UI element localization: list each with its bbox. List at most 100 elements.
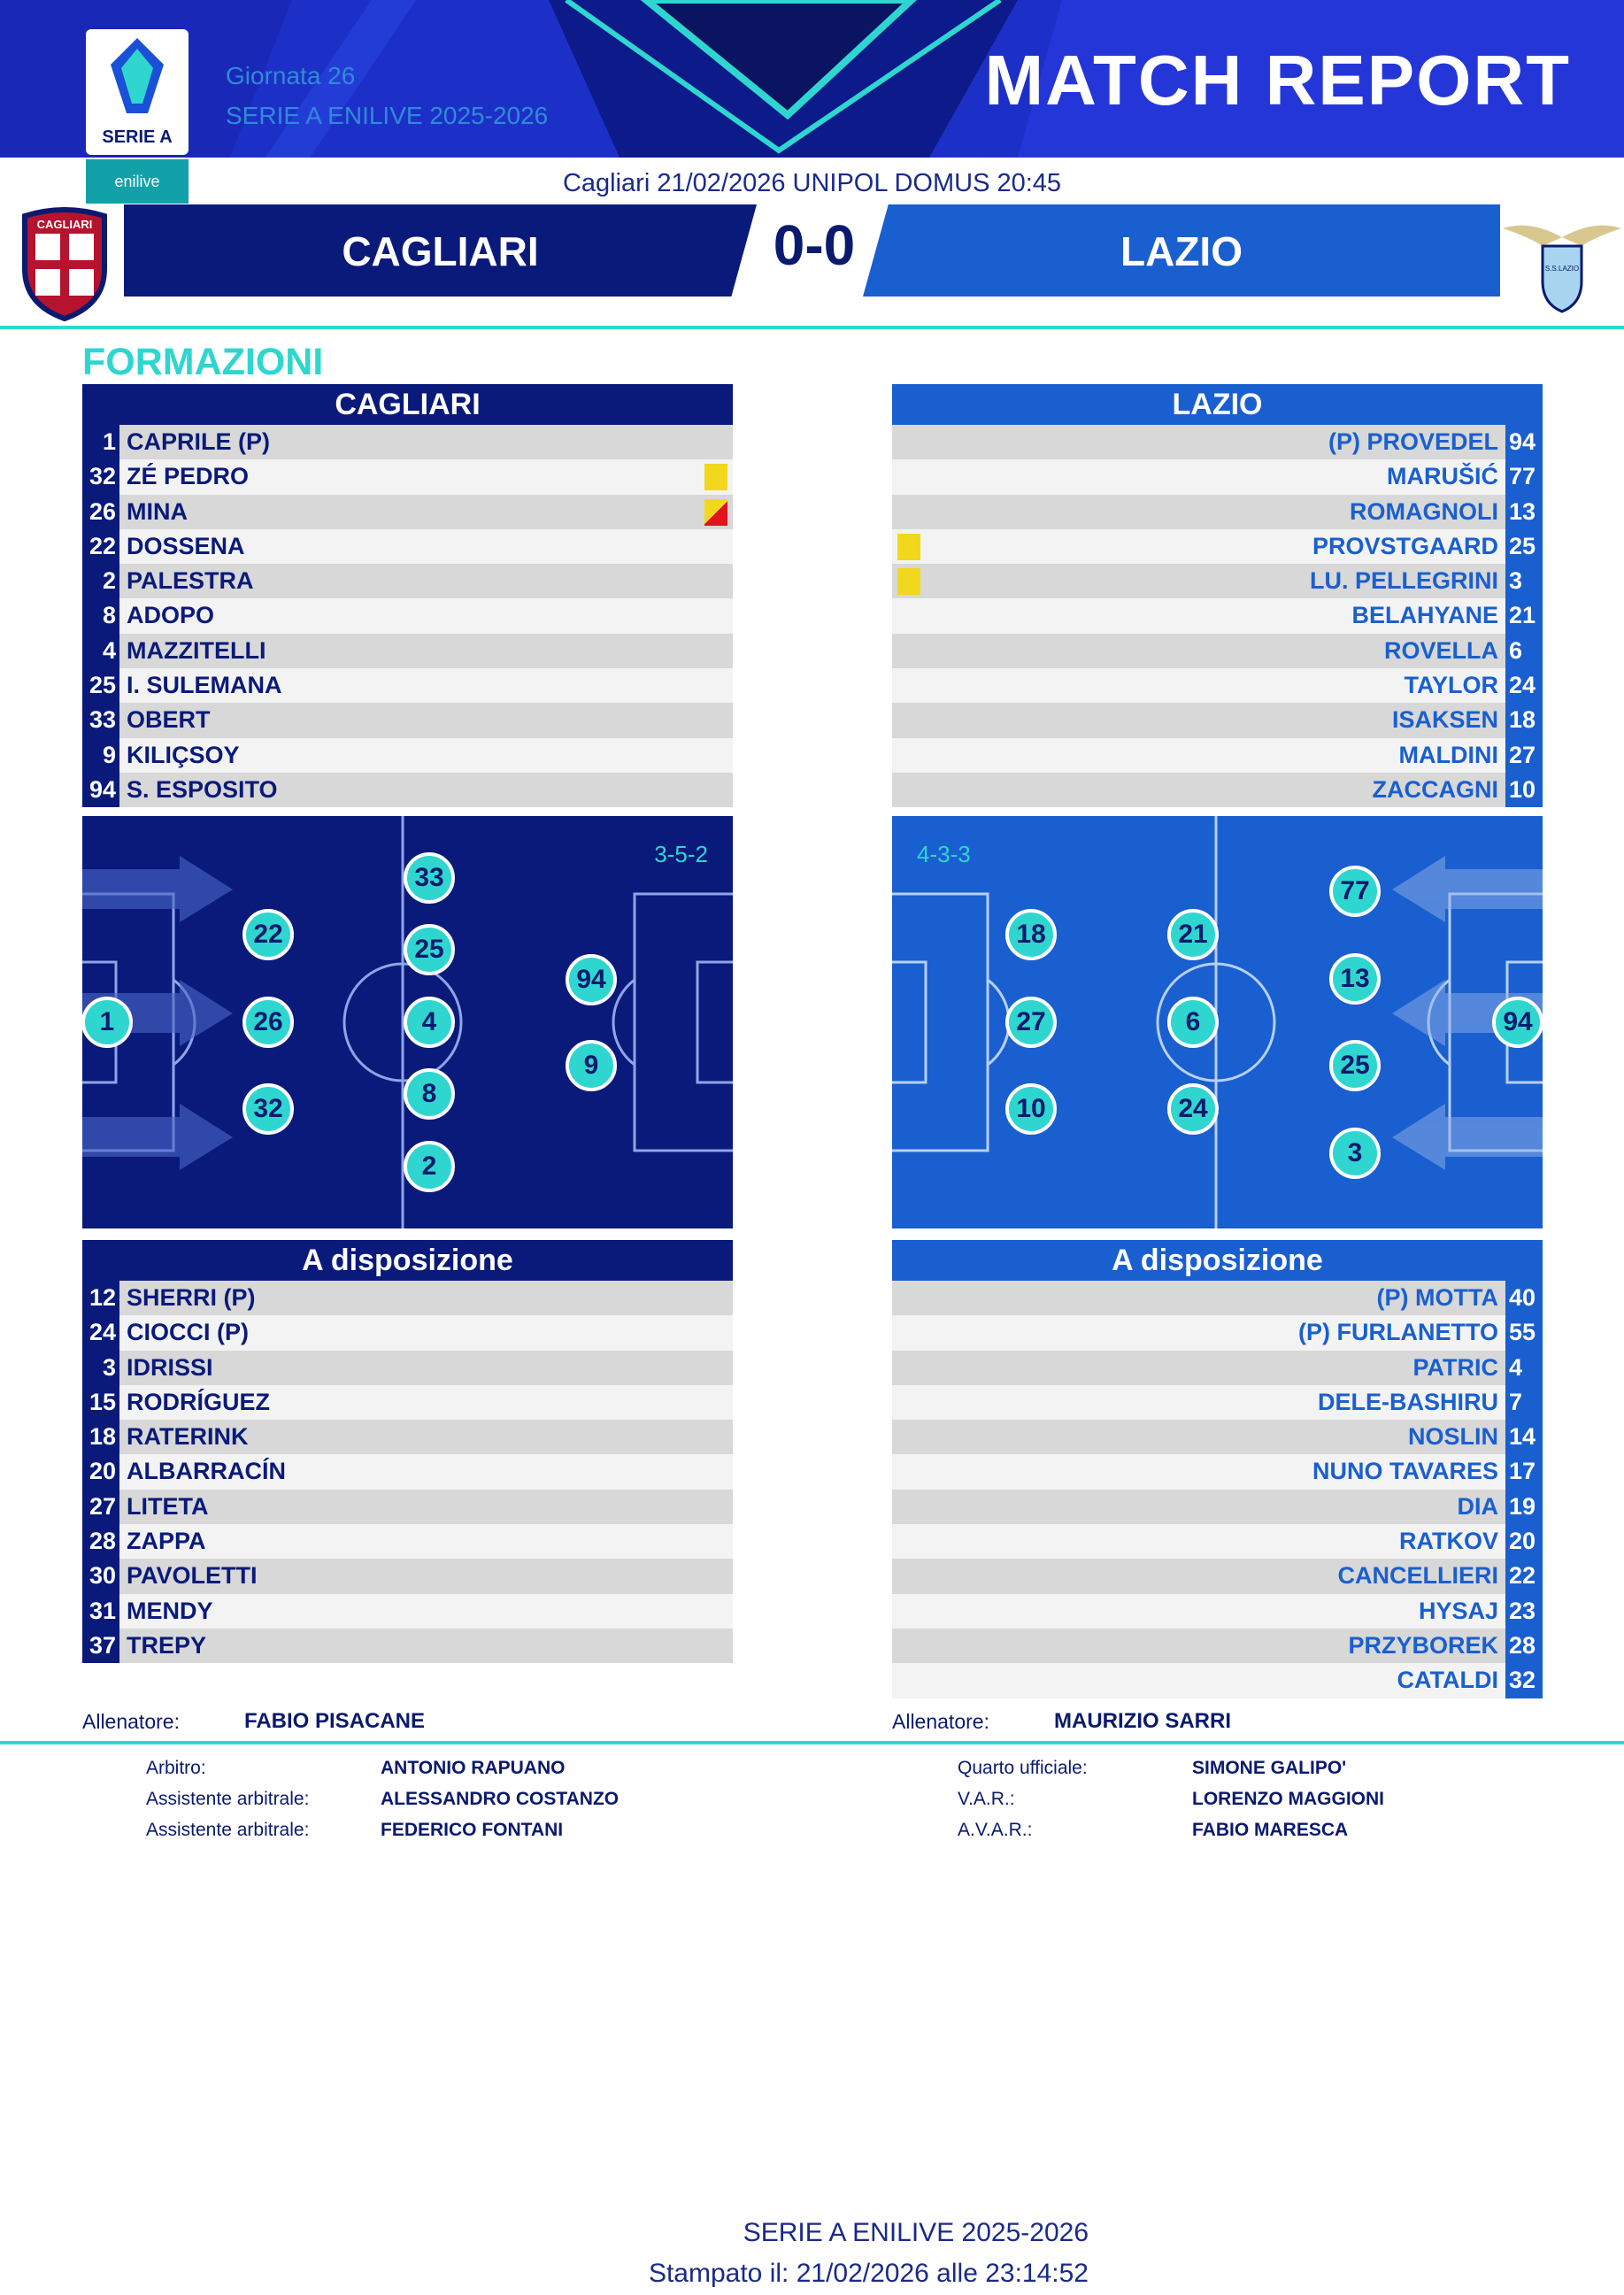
player-number: 25	[1505, 528, 1543, 565]
player-row: 14 NOSLIN	[892, 1420, 1543, 1455]
home-bench-rows: 12 SHERRI (P) 24 CIOCCI (P) 3 IDRISSI 15 RODRÍG…	[82, 1281, 733, 1664]
pitch-player-marker: 3	[1329, 1128, 1381, 1179]
player-number: 12	[82, 1281, 119, 1316]
pitch-player-marker: 9	[566, 1040, 617, 1091]
pitch-player-marker: 94	[1492, 997, 1543, 1048]
player-number: 27	[82, 1489, 119, 1525]
player-name: PAVOLETTI	[127, 1562, 258, 1590]
pitch-player-marker: 10	[1005, 1083, 1057, 1135]
player-number: 55	[1505, 1315, 1543, 1351]
official-name: ALESSANDRO COSTANZO	[381, 1789, 620, 1809]
player-name: CIOCCI (P)	[127, 1319, 249, 1346]
divider	[0, 326, 1624, 329]
home-pitch-lines	[82, 816, 733, 1228]
player-name: CATALDI	[1397, 1667, 1498, 1694]
player-row: 28 PRZYBOREK	[892, 1628, 1543, 1664]
away-bench-header: A disposizione	[892, 1240, 1543, 1281]
player-number: 22	[1505, 1559, 1543, 1594]
player-row: 40 (P) MOTTA	[892, 1281, 1543, 1316]
player-number: 26	[82, 494, 119, 529]
player-name: (P) MOTTA	[1376, 1284, 1498, 1311]
player-name: MENDY	[127, 1597, 213, 1624]
pitch-player-marker: 24	[1167, 1083, 1219, 1135]
player-name: IDRISSI	[127, 1353, 213, 1381]
player-row: 32 ZÉ PEDRO	[82, 459, 733, 495]
player-name: ZACCAGNI	[1372, 775, 1499, 803]
sponsor-label: enilive	[114, 172, 160, 190]
player-number: 18	[1505, 703, 1543, 738]
pitch-player-marker: 6	[1167, 997, 1219, 1048]
player-row: 21 BELAHYANE	[892, 598, 1543, 634]
player-name: LITETA	[127, 1492, 209, 1520]
pitch-player-marker: 4	[404, 997, 455, 1048]
player-row: 24 CIOCCI (P)	[82, 1315, 733, 1351]
away-formation-pitch: 4-3-3 18 27 10 21 6 24 77 13 25 3 94	[892, 816, 1543, 1228]
official-role: Assistente arbitrale:	[146, 1820, 310, 1840]
sponsor-badge: enilive	[86, 159, 189, 204]
match-venue-line: Cagliari 21/02/2026 UNIPOL DOMUS 20:45	[562, 169, 1062, 197]
player-name: RATERINK	[127, 1423, 249, 1451]
player-number: 15	[82, 1384, 119, 1421]
player-number: 24	[82, 1315, 119, 1351]
player-number: 13	[1505, 494, 1543, 529]
player-row: 20 ALBARRACÍN	[82, 1454, 733, 1490]
player-row: 23 HYSAJ	[892, 1593, 1543, 1629]
player-row: 20 RATKOV	[892, 1524, 1543, 1560]
pitch-player-marker: 21	[1167, 909, 1219, 960]
home-bench-table: A disposizione 12 SHERRI (P) 24 CIOCCI (P) 3…	[82, 1240, 733, 1664]
official-role: Assistente arbitrale:	[146, 1789, 310, 1809]
player-row: 3 IDRISSI	[82, 1350, 733, 1385]
red-card-icon	[704, 498, 727, 526]
player-name: I. SULEMANA	[127, 672, 282, 699]
home-lineup-header: CAGLIARI	[82, 384, 733, 425]
player-number: 20	[82, 1454, 119, 1490]
pitch-player-marker: 26	[242, 997, 294, 1048]
player-row: 25 PROVSTGAARD	[892, 528, 1543, 565]
player-row: 19 DIA	[892, 1489, 1543, 1525]
official-name: FABIO MARESCA	[1192, 1820, 1349, 1840]
player-number: 27	[1505, 737, 1543, 773]
player-number: 20	[1505, 1524, 1543, 1560]
player-name: SHERRI (P)	[127, 1284, 256, 1311]
away-coach-label: Allenatore:	[892, 1710, 989, 1733]
player-number: 24	[1505, 668, 1543, 704]
cagliari-crest-text: CAGLIARI	[37, 218, 93, 231]
footer-season: SERIE A ENILIVE 2025-2026	[743, 2218, 1089, 2247]
player-number: 18	[82, 1420, 119, 1455]
player-number: 10	[1505, 772, 1543, 808]
player-number: 17	[1505, 1454, 1543, 1490]
pitch-player-marker: 94	[566, 954, 617, 1005]
yellow-card-icon	[897, 568, 920, 596]
player-name: ADOPO	[127, 602, 215, 629]
player-row: 30 PAVOLETTI	[82, 1559, 733, 1594]
serie-a-logo-mark: SERIE A	[102, 38, 173, 147]
player-row: 4 PATRIC	[892, 1350, 1543, 1385]
player-number: 32	[1505, 1663, 1543, 1698]
player-number: 37	[82, 1628, 119, 1664]
official-name: FEDERICO FONTANI	[381, 1820, 564, 1840]
player-name: MAZZITELLI	[127, 636, 266, 664]
player-row: 3 LU. PELLEGRINI	[892, 564, 1543, 599]
player-row: 22 CANCELLIERI	[892, 1559, 1543, 1594]
player-name: DIA	[1457, 1492, 1499, 1520]
home-formation-label: 3-5-2	[654, 841, 708, 867]
pitch-player-marker: 27	[1005, 997, 1057, 1048]
away-formation-label: 4-3-3	[917, 841, 971, 867]
lazio-crest-text: S.S.LAZIO	[1545, 265, 1579, 273]
player-number: 4	[82, 633, 119, 669]
footer-printed: Stampato il: 21/02/2026 alle 23:14:52	[648, 2259, 1089, 2288]
player-name: DOSSENA	[127, 532, 245, 559]
official-row: Arbitro: ANTONIO RAPUANO	[146, 1758, 677, 1789]
official-name: ANTONIO RAPUANO	[381, 1758, 566, 1778]
player-name: BELAHYANE	[1351, 602, 1498, 629]
player-row: 37 TREPY	[82, 1628, 733, 1664]
player-row: 94 S. ESPOSITO	[82, 772, 733, 808]
player-name: TREPY	[127, 1631, 207, 1659]
match-score: 0-0	[773, 213, 856, 277]
player-name: PALESTRA	[127, 567, 254, 595]
player-row: 26 MINA	[82, 494, 733, 529]
lazio-crest-icon: S.S.LAZIO	[1503, 225, 1621, 313]
away-lineup-header: LAZIO	[892, 384, 1543, 425]
player-row: 31 MENDY	[82, 1593, 733, 1629]
player-number: 23	[1505, 1593, 1543, 1629]
